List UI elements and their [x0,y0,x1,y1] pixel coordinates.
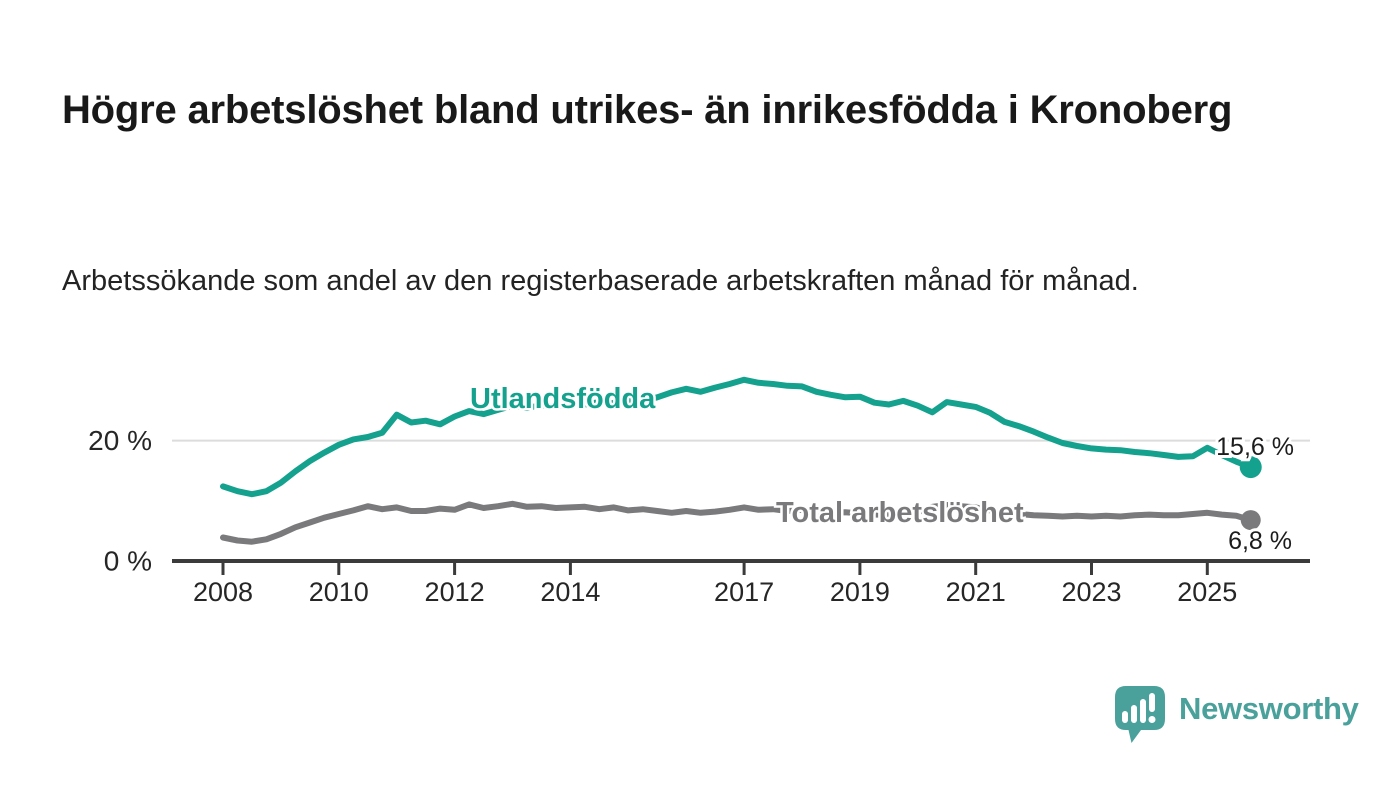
x-axis-tick-label-2019: 2019 [830,577,890,607]
x-axis-tick-label-2010: 2010 [309,577,369,607]
logo-bar-2 [1131,705,1137,723]
series-line-total-arbetsl-shet [220,500,1254,545]
y-axis-label-20: 20 % [88,425,152,456]
x-axis-tick-label-2012: 2012 [425,577,485,607]
series-label-total-arbetsl-shet: Total arbetslöshet [776,497,1024,529]
chart-canvas: 0 % 20 % 2008 2010 2012 2014 2017 2019 2021 2023 2… [88,376,1310,607]
end-dot-total-arbetsl-shet [1240,510,1261,531]
logo-exclamation-bar [1149,693,1155,712]
x-axis-tick-label-2021: 2021 [946,577,1006,607]
newsworthy-logo-text: Newsworthy [1179,691,1359,726]
x-axis-tick-label-2008: 2008 [193,577,253,607]
end-value-label-total-arbetsl-shet: 6,8 % [1228,527,1292,555]
chart-subtitle: Arbetssökande som andel av den registerb… [62,265,1139,297]
y-axis-label-0: 0 % [104,546,152,577]
x-axis-tick-label-2014: 2014 [540,577,600,607]
end-value-label-utlandsf-dda: 15,6 % [1216,433,1294,461]
x-axis-tick-label-2023: 2023 [1061,577,1121,607]
newsworthy-logo-icon [1115,686,1165,743]
end-dot-utlandsf-dda [1239,456,1262,479]
line-chart: 0 % 20 % 2008 2010 2012 2014 2017 2019 2021 2023 2… [0,330,1400,650]
x-axis-tick-label-2017: 2017 [714,577,774,607]
x-axis-tick-label-2025: 2025 [1177,577,1237,607]
logo-bar-1 [1122,711,1128,723]
logo-bar-3 [1140,699,1146,723]
series-label-utlandsf-dda: Utlandsfödda [470,383,656,415]
newsworthy-branding: Newsworthy [1115,686,1359,744]
series-line-utlandsf-dda [220,376,1254,498]
page-title: Högre arbetslöshet bland utrikes- än inr… [62,87,1233,132]
logo-exclamation-dot [1148,716,1156,723]
